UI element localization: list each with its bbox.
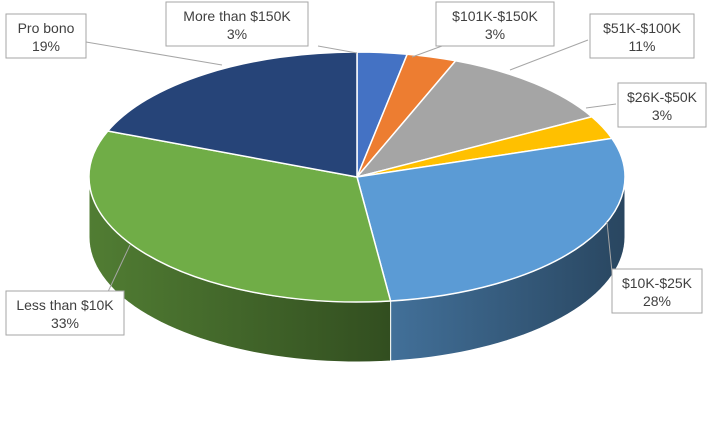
data-label-box: [5, 290, 125, 336]
data-label-101k-150k: $101K-$150K 3%: [435, 1, 555, 47]
data-label-percent: 33%: [51, 315, 79, 331]
data-label-10k-25k: $10K-$25K 28%: [611, 268, 703, 314]
data-label-category: $51K-$100K: [603, 20, 682, 36]
pie-slice-10k-25k: [356, 137, 626, 302]
data-label-percent: 28%: [643, 293, 671, 309]
data-label-box: [611, 268, 703, 314]
pie-slice-51k-100k: [356, 60, 593, 178]
data-label-pro-bono: Pro bono 19%: [5, 13, 87, 59]
data-label-percent: 3%: [227, 26, 247, 42]
leader-line-26k-50k: [585, 103, 617, 109]
leader-line-101k-150k: [411, 45, 443, 58]
leader-line-10k-25k: [606, 221, 613, 273]
leader-line-layer: [85, 39, 617, 297]
pie-slice-pro-bono: [107, 51, 358, 178]
data-label-layer: More than $150K 3% $101K-$150K 3% $51K-$100K…: [5, 1, 707, 336]
data-label-less-than-10k: Less than $10K 33%: [5, 290, 125, 336]
data-label-box: [5, 13, 87, 59]
data-label-percent: 3%: [652, 107, 672, 123]
data-label-box: [435, 1, 555, 47]
data-label-26k-50k: $26K-$50K 3%: [617, 82, 707, 128]
data-label-51k-100k: $51K-$100K 11%: [589, 13, 695, 59]
data-label-category: $10K-$25K: [622, 275, 693, 291]
data-label-category: $101K-$150K: [452, 8, 538, 24]
pie-slice-less-than-10k: [88, 130, 392, 303]
pie-top-layer: [88, 51, 626, 303]
data-label-box: [617, 82, 707, 128]
leader-line-more-than-150k: [317, 45, 358, 54]
data-label-category: More than $150K: [183, 8, 291, 24]
data-label-category: Pro bono: [18, 20, 75, 36]
data-label-box: [165, 1, 309, 47]
leader-line-pro-bono: [85, 41, 223, 66]
data-label-box: [589, 13, 695, 59]
data-label-percent: 3%: [485, 26, 505, 42]
leader-line-51k-100k: [509, 39, 589, 71]
data-label-category: Less than $10K: [16, 297, 114, 313]
data-label-percent: 19%: [32, 38, 60, 54]
leader-line-less-than-10k: [105, 244, 131, 297]
data-label-percent: 11%: [629, 38, 656, 54]
data-label-more-than-150k: More than $150K 3%: [165, 1, 309, 47]
data-label-category: $26K-$50K: [627, 89, 698, 105]
